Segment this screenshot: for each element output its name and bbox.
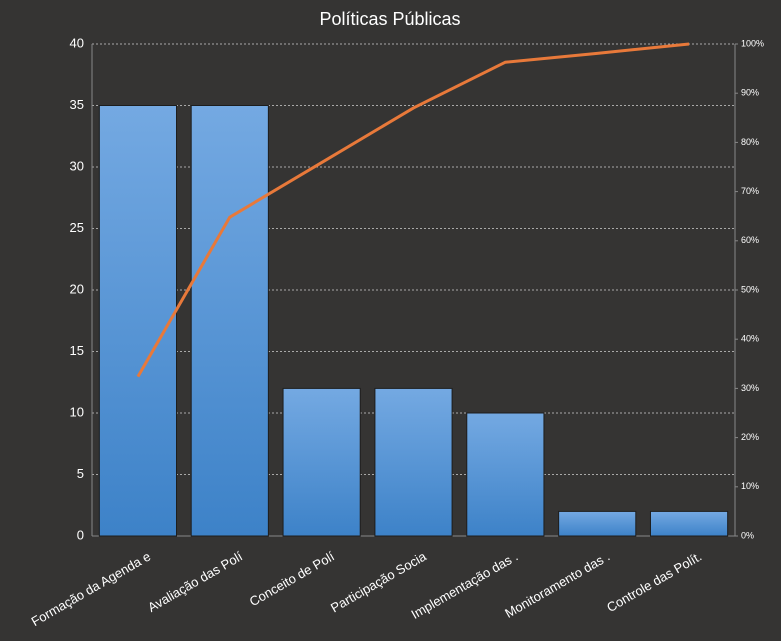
bar: [374, 387, 453, 537]
bar: [466, 412, 545, 537]
y2-tick-label: 10%: [741, 481, 759, 491]
bar: [190, 105, 269, 537]
y2-tick-label: 80%: [741, 137, 759, 147]
bar: [282, 387, 361, 537]
y2-tick-label: 90%: [741, 88, 759, 98]
bar: [558, 510, 637, 537]
y-tick-label: 30: [70, 158, 84, 173]
y-tick-label: 35: [70, 97, 84, 112]
y2-tick-label: 0%: [741, 530, 754, 540]
y2-tick-label: 100%: [741, 38, 764, 48]
y2-tick-label: 40%: [741, 334, 759, 344]
chart-title: Políticas Públicas: [319, 9, 460, 29]
y-tick-label: 5: [77, 466, 84, 481]
y2-tick-label: 20%: [741, 432, 759, 442]
cumulative-line: [136, 42, 690, 378]
y-tick-label: 25: [70, 220, 84, 235]
bar: [649, 510, 729, 537]
y-tick-label: 20: [70, 281, 84, 296]
y2-tick-label: 30%: [741, 383, 759, 393]
y-tick-label: 0: [77, 527, 84, 542]
y-tick-label: 15: [70, 343, 84, 358]
y-tick-label: 40: [70, 35, 84, 50]
bar: [98, 105, 178, 537]
y2-tick-label: 70%: [741, 186, 759, 196]
y2-tick-label: 60%: [741, 235, 759, 245]
y2-tick-label: 50%: [741, 284, 759, 294]
y-tick-label: 10: [70, 404, 84, 419]
